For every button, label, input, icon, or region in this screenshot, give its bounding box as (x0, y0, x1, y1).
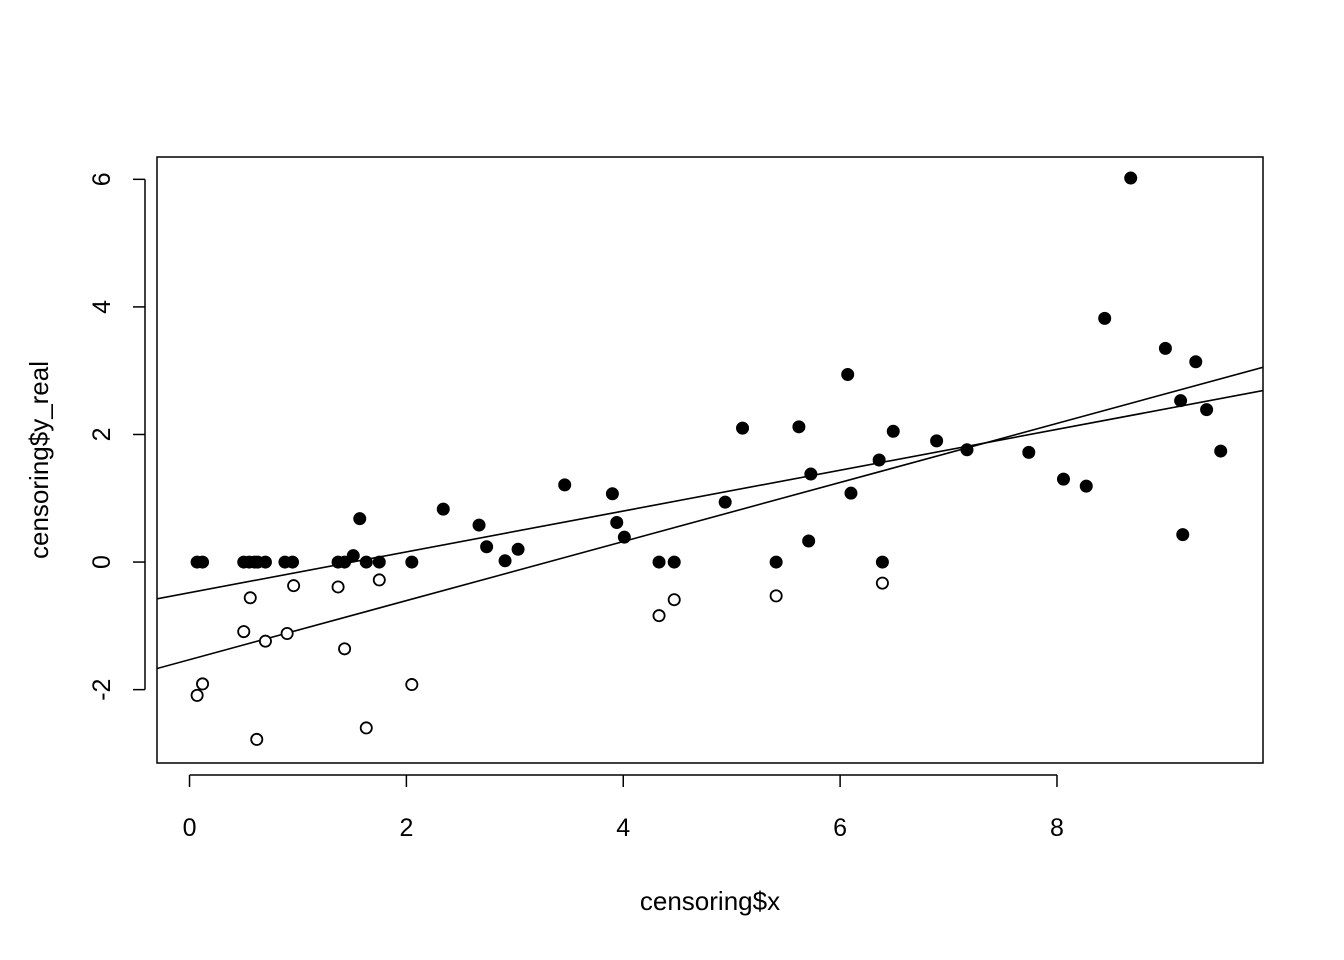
y-tick-label-2: 2 (88, 428, 116, 442)
open-point-16 (875, 576, 889, 590)
filled-point-19 (498, 554, 512, 568)
open-point-8 (331, 580, 345, 594)
y-tick-label-3: 4 (88, 300, 116, 314)
open-point-12 (405, 678, 419, 692)
filled-point-8 (286, 555, 300, 569)
filled-point-23 (610, 516, 624, 530)
open-point-5 (258, 634, 272, 648)
filled-point-20 (511, 542, 525, 556)
regression-line-1 (157, 389, 1263, 600)
filled-point-38 (930, 434, 944, 448)
filled-point-43 (1098, 311, 1112, 325)
filled-point-26 (667, 555, 681, 569)
filled-point-44 (1124, 171, 1138, 185)
y-tick-label-1: 0 (88, 555, 116, 569)
filled-point-24 (617, 530, 631, 544)
open-point-11 (372, 573, 386, 587)
filled-point-1 (196, 555, 210, 569)
filled-point-10 (338, 555, 352, 569)
x-axis-label: censoring$x (640, 886, 780, 916)
x-tick-label-3: 6 (833, 814, 847, 842)
filled-point-31 (802, 534, 816, 548)
filled-point-42 (1079, 479, 1093, 493)
plot-frame (156, 156, 1264, 764)
y-tick-label-0: -2 (88, 679, 116, 701)
x-axis: 0 2 4 6 8 (183, 774, 1064, 842)
filled-point-37 (886, 424, 900, 438)
filled-point-14 (372, 555, 386, 569)
filled-point-36 (875, 555, 889, 569)
filled-point-47 (1176, 528, 1190, 542)
filled-point-22 (605, 487, 619, 501)
open-point-15 (769, 589, 783, 603)
open-point-0 (190, 688, 204, 702)
open-point-6 (280, 627, 294, 641)
filled-point-32 (804, 467, 818, 481)
open-point-13 (652, 609, 666, 623)
filled-point-17 (472, 518, 486, 532)
y-axis-label: censoring$y_real (24, 361, 54, 559)
y-tick-label-4: 6 (88, 172, 116, 186)
filled-point-48 (1189, 355, 1203, 369)
filled-point-21 (558, 478, 572, 492)
filled-point-16 (436, 502, 450, 516)
x-tick-label-2: 4 (616, 814, 630, 842)
filled-point-12 (353, 512, 367, 526)
filled-point-33 (841, 368, 855, 382)
filled-point-25 (652, 555, 666, 569)
open-point-7 (287, 579, 301, 593)
filled-point-13 (359, 555, 373, 569)
filled-point-45 (1158, 341, 1172, 355)
filled-point-28 (736, 421, 750, 435)
x-tick-label-1: 2 (399, 814, 413, 842)
regression-lines (157, 366, 1263, 670)
open-point-9 (338, 642, 352, 656)
filled-point-6 (258, 555, 272, 569)
x-tick-label-4: 8 (1050, 814, 1064, 842)
filled-point-18 (480, 540, 494, 554)
y-axis: -2 0 2 4 6 (88, 172, 146, 701)
open-point-14 (667, 593, 681, 607)
filled-point-49 (1200, 403, 1214, 417)
filled-point-11 (346, 549, 360, 563)
regression-line-2 (157, 366, 1263, 670)
open-point-10 (359, 721, 373, 735)
filled-point-46 (1174, 394, 1188, 408)
open-point-1 (196, 677, 210, 691)
x-tick-label-0: 0 (183, 814, 197, 842)
filled-point-39 (960, 443, 974, 457)
filled-point-27 (718, 495, 732, 509)
filled-point-30 (792, 420, 806, 434)
open-point-3 (243, 591, 257, 605)
data-points (190, 171, 1228, 746)
filled-point-34 (844, 486, 858, 500)
filled-point-35 (872, 453, 886, 467)
filled-point-50 (1214, 444, 1228, 458)
open-point-2 (237, 625, 251, 639)
open-point-4 (250, 732, 264, 746)
filled-point-15 (405, 555, 419, 569)
filled-point-41 (1056, 472, 1070, 486)
filled-point-40 (1022, 445, 1036, 459)
filled-point-29 (769, 555, 783, 569)
